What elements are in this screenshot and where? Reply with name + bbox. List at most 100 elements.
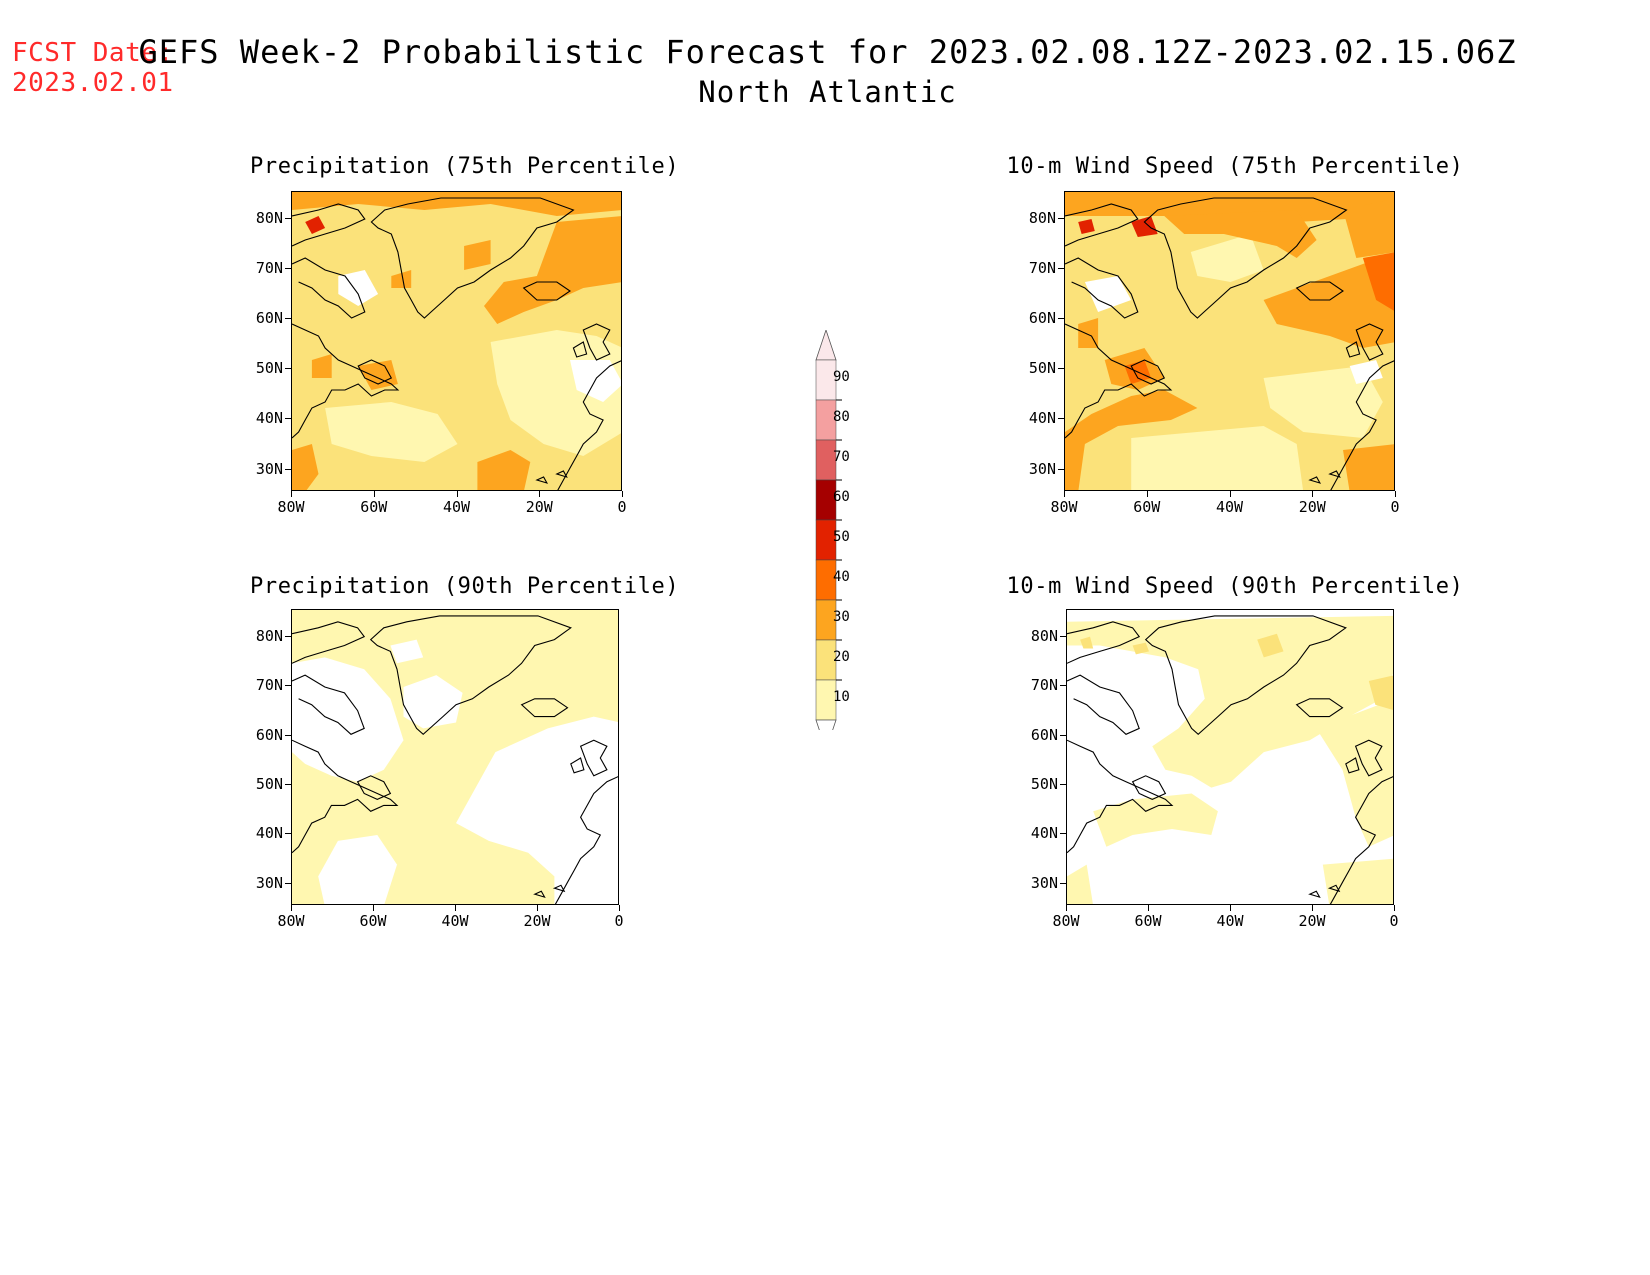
coastline [1130, 359, 1166, 385]
shade-region [305, 216, 326, 234]
map-precip75 [291, 191, 622, 491]
lon-tick-label: 20W [523, 912, 551, 930]
coastline [1295, 281, 1344, 301]
shade-region [292, 444, 319, 490]
lon-tick [539, 491, 541, 497]
coastline [356, 775, 392, 801]
coastline [369, 615, 572, 736]
lon-tick-label: 0 [614, 912, 624, 930]
lon-tick-label: 40W [1216, 912, 1244, 930]
colorbar [815, 330, 842, 730]
lat-tick [285, 685, 291, 687]
colorbar-label: 80 [833, 409, 850, 425]
lon-tick-label: 60W [1134, 912, 1162, 930]
lat-tick-label: 50N [255, 774, 283, 793]
shade-region [325, 402, 458, 462]
lon-tick-label: 40W [442, 498, 471, 516]
lon-tick-label: 80W [1050, 498, 1078, 516]
lat-tick-label: 40N [255, 824, 283, 843]
shade-region [1065, 192, 1394, 222]
lon-tick [1064, 491, 1065, 497]
coastline [1067, 739, 1174, 854]
shade-region [1131, 426, 1304, 490]
main-title: GEFS Week-2 Probabilistic Forecast for 2… [138, 33, 1517, 71]
colorbar-label: 60 [833, 489, 850, 505]
shade-region [456, 716, 618, 904]
lon-tick [373, 905, 374, 911]
lat-tick [285, 734, 291, 736]
lat-tick [1058, 268, 1064, 270]
lat-tick-label: 80N [1028, 209, 1056, 227]
lon-tick [373, 491, 375, 497]
lat-tick-label: 50N [255, 359, 283, 378]
lat-tick-label: 30N [1030, 873, 1058, 892]
lon-tick [1312, 905, 1313, 911]
colorbar-label: 40 [833, 569, 850, 585]
lat-tick [285, 468, 291, 470]
shade-region [1093, 793, 1218, 847]
coastline [1144, 615, 1347, 736]
lat-tick-label: 80N [255, 626, 283, 645]
lon-tick [537, 905, 538, 911]
coastline [1067, 621, 1141, 664]
lat-tick-label: 70N [1030, 676, 1058, 695]
shade-region [464, 240, 491, 270]
shade-region [1362, 252, 1394, 311]
lat-tick-label: 80N [1030, 626, 1058, 645]
panel-title-precip75: Precipitation (75th Percentile) [250, 154, 680, 179]
lon-tick-label: 20W [1298, 498, 1326, 516]
lat-tick [285, 268, 291, 270]
panel-title-precip90: Precipitation (90th Percentile) [250, 574, 680, 599]
lat-tick-label: 70N [255, 259, 283, 278]
shade-region [390, 639, 424, 664]
shade-region [1164, 210, 1317, 258]
lon-tick [1312, 491, 1314, 497]
panel-title-wind75: 10-m Wind Speed (75th Percentile) [1006, 154, 1464, 179]
coastline [292, 203, 366, 247]
lat-tick [1060, 635, 1066, 637]
lon-tick-label: 80W [277, 912, 305, 930]
coastline [1065, 257, 1139, 319]
lat-tick [1060, 833, 1066, 835]
coastline [1329, 776, 1393, 904]
coastline [570, 757, 585, 774]
coastline [292, 323, 400, 439]
map-svg-wind90 [1067, 610, 1393, 904]
coastline [1355, 323, 1384, 361]
shade-region [1322, 858, 1393, 904]
lat-tick [1058, 218, 1064, 219]
shade-region [1349, 360, 1383, 384]
coastline [1295, 698, 1344, 718]
shade-region [1132, 642, 1149, 655]
coastline [1143, 197, 1348, 319]
map-svg-precip75 [292, 192, 621, 490]
forecast-date-value: 2023.02.01 [12, 68, 174, 98]
coastline [1345, 341, 1361, 358]
shade-region [1067, 864, 1093, 904]
panel-title-wind90: 10-m Wind Speed (90th Percentile) [1006, 574, 1464, 599]
shade-region [1316, 699, 1393, 847]
coastline [1308, 890, 1321, 899]
coastline [554, 776, 618, 904]
coastline [582, 323, 611, 361]
lon-tick-label: 80W [1052, 912, 1080, 930]
shade-region [391, 270, 412, 288]
lon-tick-label: 20W [525, 498, 553, 516]
coastline [292, 739, 399, 854]
lat-tick-label: 40N [1028, 409, 1056, 428]
coastline [357, 359, 393, 385]
coastline [1308, 476, 1322, 484]
lat-tick-label: 50N [1030, 774, 1058, 793]
lat-tick-label: 40N [255, 409, 283, 428]
shade-region [1080, 636, 1094, 649]
lon-tick-label: 60W [360, 498, 388, 516]
lon-tick [291, 905, 292, 911]
shade-region [1257, 633, 1284, 658]
lat-tick [1060, 882, 1066, 884]
lat-tick [1060, 783, 1066, 785]
lon-tick [456, 491, 458, 497]
lon-tick-label: 0 [1390, 498, 1400, 516]
shade-region [1084, 276, 1132, 312]
coastline [1327, 884, 1341, 893]
map-wind90 [1066, 609, 1394, 905]
